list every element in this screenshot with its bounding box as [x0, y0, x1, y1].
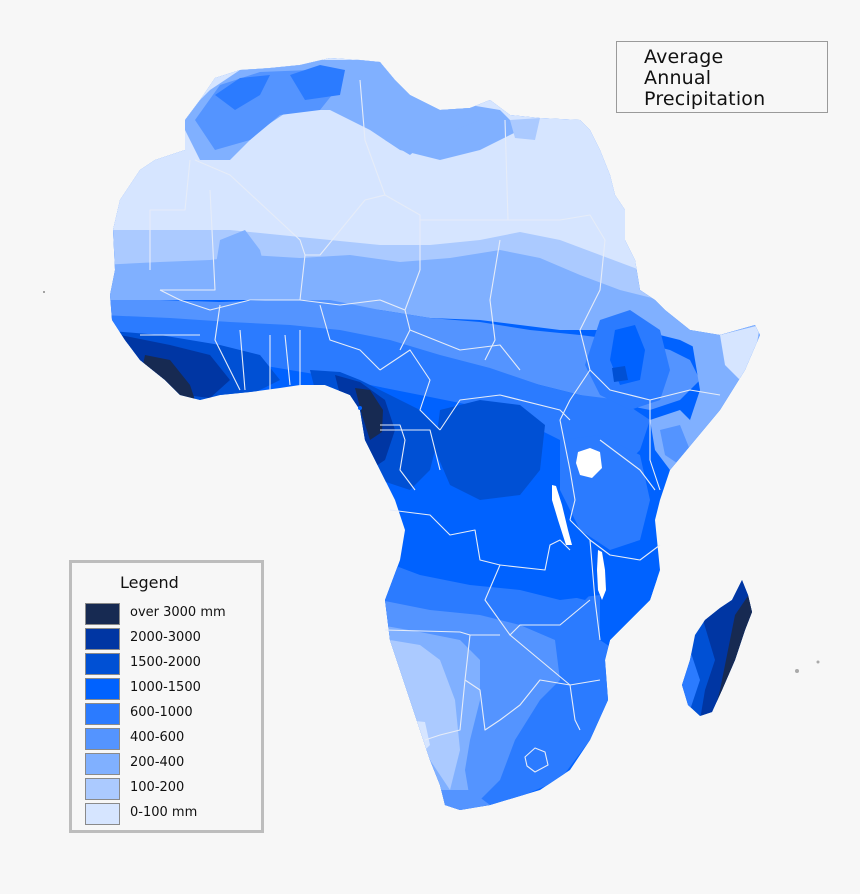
legend-label: 1000-1500: [130, 680, 201, 695]
legend-label: 0-100 mm: [130, 805, 198, 820]
legend-swatch: [85, 753, 120, 775]
lake-malawi: [597, 550, 606, 600]
legend-label: 400-600: [130, 730, 185, 745]
legend-swatch: [85, 778, 120, 800]
legend-label: 100-200: [130, 780, 185, 795]
title-line-3: Precipitation: [644, 88, 766, 110]
island-bioko: [358, 406, 362, 410]
lake-tanganyika: [552, 485, 572, 545]
legend-swatch: [85, 728, 120, 750]
legend-label: 2000-3000: [130, 630, 201, 645]
island-mauritius: [795, 669, 799, 673]
island-reunion: [816, 660, 820, 664]
legend-swatch: [85, 603, 120, 625]
legend-swatch: [85, 803, 120, 825]
madagascar-precipitation-zones: [682, 580, 752, 716]
legend-label: 600-1000: [130, 705, 193, 720]
island-cape-verde: [43, 291, 45, 293]
legend-swatch: [85, 653, 120, 675]
legend: Legend over 3000 mm 2000-3000 1500-2000 …: [69, 560, 264, 833]
map-title-box: Average Annual Precipitation: [616, 41, 828, 113]
legend-swatch: [85, 678, 120, 700]
legend-swatch: [85, 628, 120, 650]
country-borders: [140, 79, 721, 773]
lake-victoria: [576, 448, 602, 478]
lakes: [552, 448, 606, 600]
legend-label: over 3000 mm: [130, 605, 226, 620]
legend-label: 1500-2000: [130, 655, 201, 670]
legend-title: Legend: [120, 573, 179, 592]
legend-swatch: [85, 703, 120, 725]
title-line-1: Average: [644, 46, 724, 68]
title-line-2: Annual: [644, 67, 712, 89]
legend-label: 200-400: [130, 755, 185, 770]
